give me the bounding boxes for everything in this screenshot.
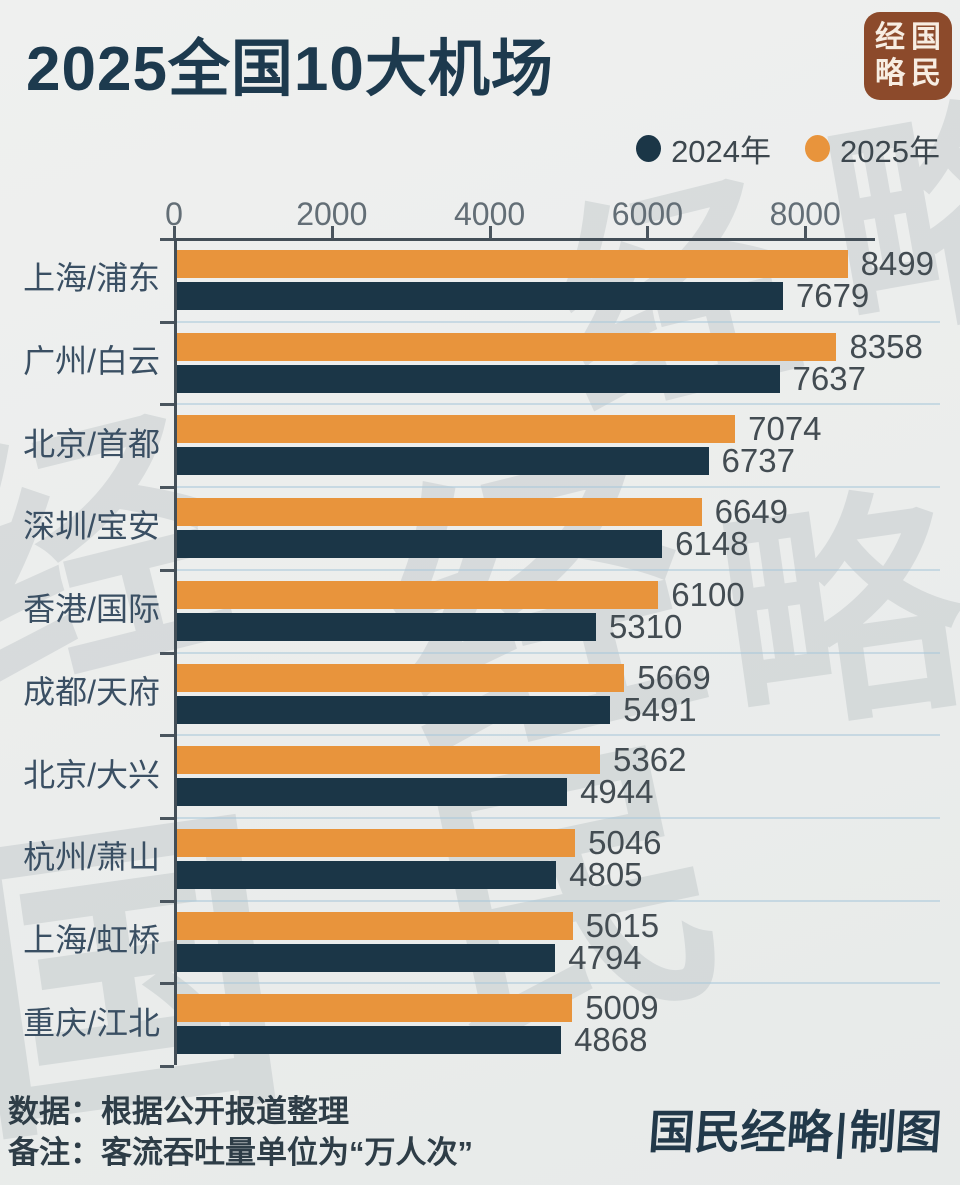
bar-value-label: 5015 bbox=[585, 906, 660, 944]
x-axis-line bbox=[174, 238, 875, 241]
category-separator-line bbox=[177, 403, 940, 406]
category-label: 上海/浦东 bbox=[23, 260, 160, 297]
category-label: 重庆/江北 bbox=[23, 1004, 160, 1041]
brand-logo-seal: 经国略民 bbox=[864, 12, 952, 100]
category-label: 北京/首都 bbox=[23, 425, 160, 462]
x-axis-tick-label: 0 bbox=[165, 196, 183, 232]
bar-2024年-深圳/宝安 bbox=[177, 530, 663, 559]
bar-value-label: 5046 bbox=[588, 823, 662, 861]
bar-2025年-成都/天府 bbox=[177, 663, 625, 692]
logo-char: 民 bbox=[911, 57, 941, 90]
legend-dot-icon bbox=[805, 135, 831, 162]
legend-label: 2025年 bbox=[840, 134, 940, 169]
category-label: 杭州/萧山 bbox=[23, 839, 160, 876]
y-axis-tick-mark bbox=[160, 486, 174, 490]
logo-char: 略 bbox=[875, 57, 905, 90]
legend-item: 2025年 bbox=[805, 126, 940, 171]
category-label: 上海/虹桥 bbox=[23, 921, 160, 958]
category-separator-line bbox=[177, 568, 940, 571]
category-label: 香港/国际 bbox=[23, 591, 160, 628]
category-separator-line bbox=[177, 982, 940, 985]
y-axis-tick-mark bbox=[160, 734, 174, 738]
y-axis-tick-mark bbox=[160, 816, 174, 820]
category-label: 成都/天府 bbox=[23, 673, 160, 710]
bar-2025年-深圳/宝安 bbox=[177, 498, 702, 527]
y-axis-tick-mark bbox=[160, 651, 174, 655]
bar-value-label: 8499 bbox=[860, 245, 934, 282]
bar-2024年-北京/大兴 bbox=[177, 778, 568, 807]
bar-value-label: 7074 bbox=[748, 410, 822, 448]
category-label: 北京/大兴 bbox=[23, 756, 160, 793]
category-separator-line bbox=[177, 816, 940, 819]
bar-2024年-上海/虹桥 bbox=[177, 943, 556, 972]
bar-2024年-重庆/江北 bbox=[177, 1026, 562, 1055]
bar-2025年-重庆/江北 bbox=[177, 994, 573, 1023]
category-label: 深圳/宝安 bbox=[23, 508, 160, 545]
bar-2024年-上海/浦东 bbox=[177, 282, 783, 310]
y-axis-tick-mark bbox=[160, 238, 174, 241]
category-separator-line bbox=[177, 734, 940, 737]
bar-value-label: 6100 bbox=[671, 575, 745, 613]
bar-2025年-北京/首都 bbox=[177, 415, 736, 444]
bar-2025年-上海/浦东 bbox=[177, 250, 848, 278]
category-separator-line bbox=[177, 486, 940, 489]
bar-value-label: 7679 bbox=[795, 277, 870, 314]
bar-value-label: 6737 bbox=[721, 442, 795, 480]
bar-2025年-广州/白云 bbox=[177, 332, 837, 361]
bar-2024年-广州/白云 bbox=[177, 364, 780, 393]
category-separator-line bbox=[177, 320, 940, 323]
x-axis-tick-mark bbox=[330, 226, 334, 239]
legend-item: 2024年 bbox=[636, 126, 771, 171]
bar-value-label: 4794 bbox=[568, 938, 642, 976]
bar-2024年-杭州/萧山 bbox=[177, 860, 557, 889]
y-axis-line bbox=[174, 238, 177, 1065]
category-separator-line bbox=[177, 651, 940, 654]
bar-value-label: 6649 bbox=[714, 493, 789, 531]
category-label: 广州/白云 bbox=[23, 343, 160, 380]
bar-value-label: 8358 bbox=[849, 327, 923, 365]
legend-dot-icon bbox=[636, 135, 662, 162]
y-axis-tick-mark bbox=[160, 403, 174, 407]
bar-value-label: 4944 bbox=[580, 773, 654, 811]
data-source-note: 数据：根据公开报道整理 bbox=[8, 1094, 349, 1129]
page-title: 2025全国10大机场 bbox=[26, 35, 554, 104]
bar-value-label: 4868 bbox=[574, 1021, 648, 1059]
unit-note: 备注：客流吞吐量单位为“万人次” bbox=[8, 1135, 473, 1170]
y-axis-tick-mark bbox=[160, 320, 174, 324]
chart-legend: 2024年 2025年 bbox=[636, 126, 940, 171]
legend-label: 2024年 bbox=[671, 134, 772, 169]
bar-2024年-香港/国际 bbox=[177, 612, 596, 641]
x-axis-tick-mark bbox=[804, 226, 808, 239]
bar-value-label: 5009 bbox=[585, 989, 659, 1027]
bar-2025年-上海/虹桥 bbox=[177, 911, 573, 940]
bar-value-label: 5491 bbox=[623, 690, 697, 728]
bar-2024年-北京/首都 bbox=[177, 447, 709, 476]
bar-value-label: 4805 bbox=[569, 855, 643, 893]
bar-value-label: 7637 bbox=[792, 359, 866, 397]
author-signature: 国民经略|制图 bbox=[647, 1105, 944, 1159]
bar-2025年-北京/大兴 bbox=[177, 746, 601, 775]
category-separator-line bbox=[177, 899, 940, 902]
bar-2025年-杭州/萧山 bbox=[177, 828, 576, 857]
bar-value-label: 5669 bbox=[637, 658, 711, 696]
bar-2025年-香港/国际 bbox=[177, 580, 659, 609]
y-axis-tick-mark bbox=[160, 568, 174, 572]
logo-char: 国 bbox=[911, 21, 941, 54]
bar-value-label: 5362 bbox=[613, 741, 687, 779]
x-axis-tick-mark bbox=[488, 226, 492, 239]
logo-char: 经 bbox=[875, 21, 905, 54]
y-axis-tick-mark bbox=[160, 1065, 174, 1068]
bar-value-label: 5310 bbox=[608, 607, 683, 645]
x-axis-tick-mark bbox=[646, 226, 650, 239]
y-axis-tick-mark bbox=[160, 982, 174, 986]
bar-2024年-成都/天府 bbox=[177, 695, 611, 724]
x-axis-tick-mark bbox=[173, 226, 176, 239]
y-axis-tick-mark bbox=[160, 899, 174, 903]
bar-value-label: 6148 bbox=[675, 525, 749, 563]
